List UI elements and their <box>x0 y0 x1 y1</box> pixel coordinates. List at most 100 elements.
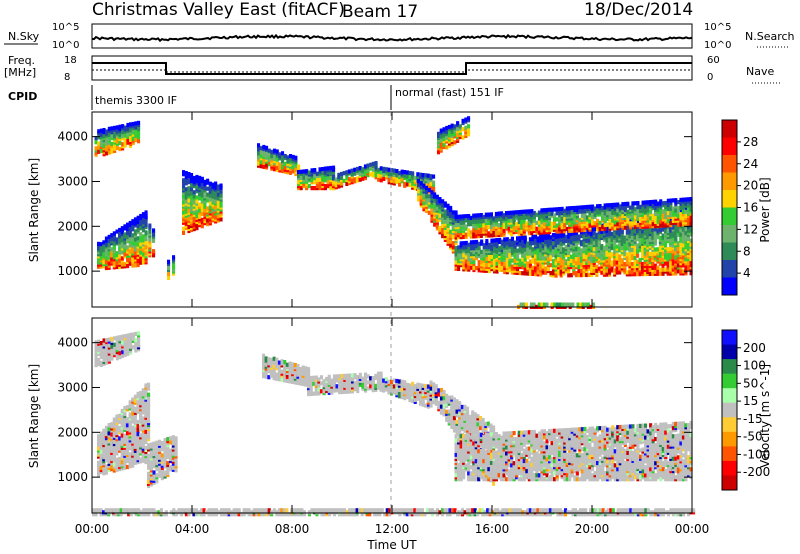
scatter-cell <box>641 229 645 234</box>
scatter-cell <box>272 374 276 379</box>
scatter-cell <box>216 184 220 189</box>
scatter-cell <box>494 224 498 229</box>
scatter-cell <box>679 246 683 251</box>
scatter-cell <box>480 239 484 244</box>
freq-panel <box>91 55 693 81</box>
scatter-cell <box>112 427 116 432</box>
scatter-cell <box>602 262 606 267</box>
scatter-cell <box>563 222 567 228</box>
scatter-cell <box>674 198 678 203</box>
scatter-cell <box>267 158 271 163</box>
scatter-cell <box>123 406 127 411</box>
scatter-cell <box>392 170 396 175</box>
scatter-cell <box>664 213 668 218</box>
scatter-cell <box>641 261 645 267</box>
scatter-cell <box>195 226 199 231</box>
scatter-cell <box>574 234 578 239</box>
scatter-cell <box>545 228 549 233</box>
scatter-cell <box>422 201 426 206</box>
scatter-cell <box>299 186 303 191</box>
scatter-cell <box>484 218 488 224</box>
scatter-cell <box>531 247 535 252</box>
scatter-cell <box>537 226 541 231</box>
scatter-cell <box>259 160 263 165</box>
nsearch-tick-low: 10^0 <box>704 40 731 51</box>
scatter-cell <box>542 214 546 219</box>
scatter-cell <box>585 254 589 259</box>
scatter-cell <box>286 170 290 175</box>
scatter-cell <box>424 173 428 178</box>
scatter-cell <box>377 167 381 173</box>
scatter-cell <box>615 244 619 249</box>
scatter-cell <box>557 256 561 262</box>
scatter-cell <box>281 151 285 156</box>
scatter-cell <box>600 233 604 239</box>
scatter-cell <box>676 259 680 264</box>
scatter-cell <box>623 201 627 207</box>
scatter-cell <box>595 232 599 237</box>
scatter-cell <box>566 302 570 307</box>
scatter-cell <box>577 246 581 251</box>
scatter-cell <box>464 240 468 246</box>
scatter-cell <box>498 245 502 250</box>
scatter-cell <box>570 222 574 227</box>
scatter-cell <box>602 233 606 238</box>
scatter-cell <box>321 171 325 176</box>
scatter-cell <box>518 258 522 263</box>
scatter-cell <box>687 222 691 227</box>
cpid-segment-1: themis 3300 IF <box>95 94 177 107</box>
scatter-cell <box>136 223 140 229</box>
scatter-cell <box>131 241 135 246</box>
scatter-cell <box>187 202 191 207</box>
scatter-cell <box>421 175 425 180</box>
scatter-cell <box>454 219 458 224</box>
scatter-cell <box>129 122 133 127</box>
scatter-cell <box>442 133 446 138</box>
scatter-cell <box>203 188 207 193</box>
scatter-cell <box>573 205 577 211</box>
scatter-cell <box>128 446 132 451</box>
scatter-cell <box>353 177 357 182</box>
scatter-cell <box>474 215 478 220</box>
scatter-cell <box>653 247 657 252</box>
scatter-cell <box>641 233 645 238</box>
scatter-cell <box>563 229 567 234</box>
scatter-cell <box>687 207 691 212</box>
scatter-cell <box>512 228 516 233</box>
scatter-cell <box>454 252 458 257</box>
scatter-cell <box>467 251 471 256</box>
scatter-cell <box>554 273 558 278</box>
scatter-cell <box>449 229 453 234</box>
scatter-cell <box>200 187 204 192</box>
scatter-cell <box>203 219 207 224</box>
scatter-cell <box>669 210 673 215</box>
scatter-cell <box>585 250 589 255</box>
scatter-cell <box>126 222 130 227</box>
scatter-cell <box>321 186 325 191</box>
scatter-cell <box>433 192 437 197</box>
scatter-cell <box>192 206 196 211</box>
scatter-cell <box>187 186 191 191</box>
scatter-cell <box>664 261 668 266</box>
scatter-cell <box>462 263 466 268</box>
scatter-cell <box>107 423 111 428</box>
scatter-cell <box>133 255 137 260</box>
scatter-cell <box>275 151 279 156</box>
scatter-cell <box>656 269 660 274</box>
scatter-cell <box>457 227 461 232</box>
scatter-cell <box>553 221 557 226</box>
scatter-cell <box>643 271 647 277</box>
scatter-cell <box>430 204 434 209</box>
scatter-cell <box>361 167 365 172</box>
scatter-cell <box>564 244 568 250</box>
scatter-cell <box>674 223 678 228</box>
scatter-cell <box>417 181 421 186</box>
scatter-cell <box>562 263 566 268</box>
scatter-cell <box>182 202 186 207</box>
scatter-cell <box>139 218 143 223</box>
scatter-cell <box>553 223 557 228</box>
scatter-cell <box>345 170 349 175</box>
scatter-cell <box>480 249 484 254</box>
scatter-cell <box>551 245 555 250</box>
scatter-cell <box>115 133 119 138</box>
